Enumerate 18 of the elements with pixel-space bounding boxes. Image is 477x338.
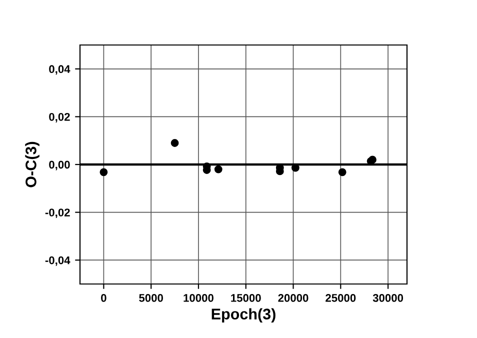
y-tick-label: -0,04 (45, 256, 70, 266)
y-tick-label: 0,00 (49, 160, 70, 170)
x-tick-label: 5000 (139, 294, 163, 302)
y-tick-label: 0,04 (49, 65, 70, 75)
x-tick-label: 30000 (372, 294, 404, 302)
x-tick-label: 20000 (278, 294, 308, 302)
point (214, 165, 222, 174)
x-tick-label: 15000 (231, 294, 261, 302)
x-axis-title: Epoch(3) (212, 308, 276, 322)
y-axis-title: O-C(3) (25, 142, 40, 188)
point (100, 168, 108, 176)
point (338, 168, 346, 176)
x-tick-label: 0 (101, 294, 106, 302)
x-tick-label: 10000 (184, 294, 214, 302)
y-tick-label: 0,02 (49, 112, 70, 122)
point (170, 139, 179, 147)
y-tick-label: -0,02 (45, 208, 70, 218)
x-tick-label: 25000 (326, 294, 356, 302)
